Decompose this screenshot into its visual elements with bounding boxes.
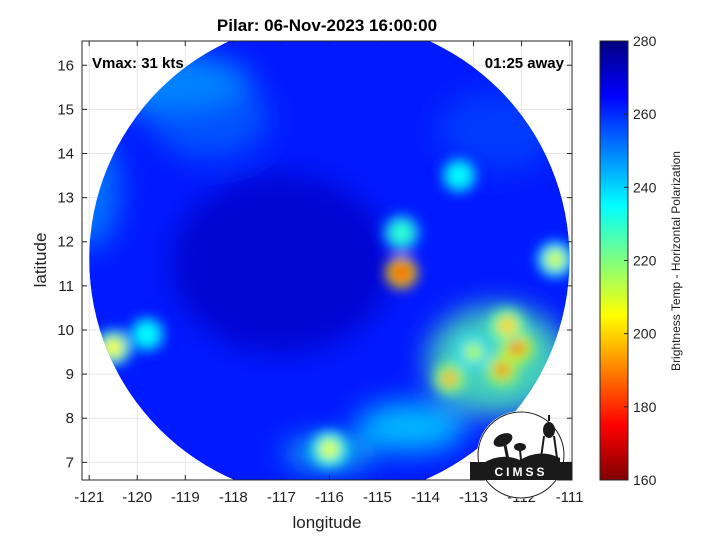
x-axis-label: longitude: [292, 513, 361, 532]
axes-box: [81, 40, 573, 481]
y-tick-label: 13: [57, 190, 74, 207]
x-tick-label: -116: [315, 489, 344, 506]
x-tick-label: -118: [219, 489, 248, 506]
x-tick-label: -119: [171, 489, 200, 506]
x-tick-label: -120: [122, 489, 152, 506]
cold-region: [388, 219, 415, 246]
colorbar-tick-label: 200: [633, 326, 657, 342]
colorbar-label: Brightness Temp - Horizontal Polarizatio…: [669, 151, 683, 371]
colorbar-ticks: 160 180 200 220 240 260 280: [624, 33, 657, 488]
cold-region: [497, 315, 518, 336]
cimss-logo: CIMSS: [470, 411, 572, 499]
vmax-label: Vmax: 31 kts: [92, 55, 184, 72]
colorbar-tick-label: 220: [633, 253, 657, 269]
cold-region: [463, 342, 484, 363]
y-ticks: 7 8 9 10 11 12 13 14 15 16: [57, 57, 572, 471]
y-tick-label: 14: [57, 146, 74, 163]
y-tick-label: 16: [57, 57, 74, 74]
cold-region: [508, 339, 525, 356]
chart-title: Pilar: 06-Nov-2023 16:00:00: [217, 16, 437, 35]
warm-band: [149, 78, 270, 159]
time-away-label: 01:25 away: [485, 55, 565, 72]
logo-text: CIMSS: [494, 465, 547, 479]
cold-region: [133, 321, 160, 348]
colorbar: [599, 40, 629, 481]
convective-band-south: [356, 402, 467, 453]
colorbar-tick-label: 280: [633, 33, 657, 49]
colorbar-tick-label: 240: [633, 179, 657, 195]
y-tick-label: 12: [57, 234, 74, 251]
colorbar-tick-label: 260: [633, 106, 657, 122]
cold-region: [494, 361, 511, 378]
brightness-swath: [89, 41, 570, 480]
cold-region: [319, 439, 340, 460]
y-tick-label: 11: [58, 278, 74, 295]
y-axis-label: latitude: [31, 233, 50, 288]
cold-region: [393, 264, 410, 281]
x-tick-label: -121: [74, 489, 104, 506]
colorbar-tick-label: 160: [633, 472, 657, 488]
cold-region: [103, 337, 124, 358]
y-tick-label: 7: [66, 454, 74, 471]
cold-region: [446, 162, 473, 189]
x-tick-label: -111: [556, 489, 584, 506]
y-tick-label: 15: [57, 101, 74, 118]
x-tick-label: -117: [267, 489, 296, 506]
y-tick-label: 9: [66, 366, 74, 383]
x-tick-label: -113: [459, 489, 488, 506]
warm-core: [171, 173, 392, 354]
cold-region: [441, 370, 458, 387]
x-ticks: -121-120-119-118-117-116-115-114-113-112…: [74, 41, 583, 506]
y-tick-label: 8: [66, 410, 74, 427]
cold-region: [545, 249, 566, 270]
y-tick-label: 10: [57, 322, 74, 339]
colorbar-tick-label: 180: [633, 399, 657, 415]
x-tick-label: -115: [363, 489, 392, 506]
x-tick-label: -114: [411, 489, 440, 506]
